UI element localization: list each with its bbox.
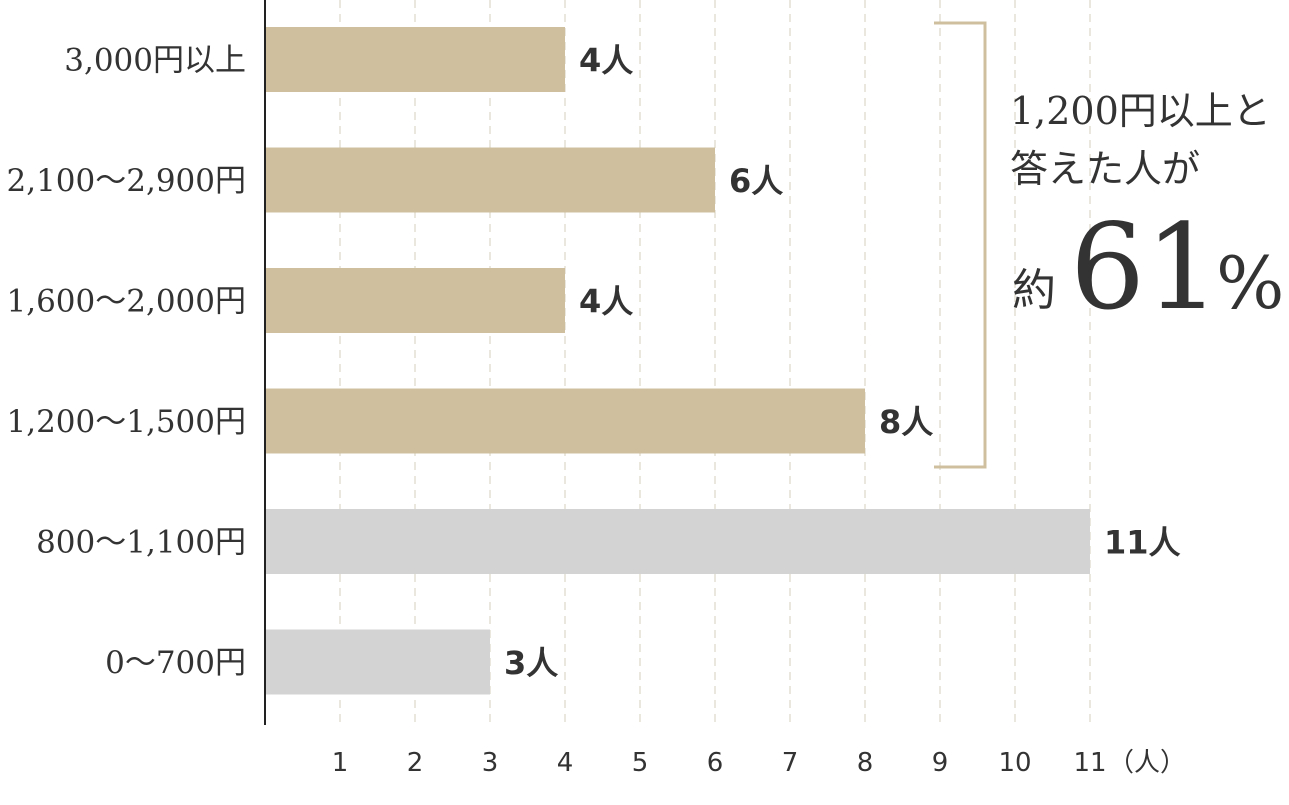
x-tick-label-1: 1 bbox=[332, 748, 349, 778]
bar-3 bbox=[265, 388, 865, 454]
value-label-1: 6人 bbox=[729, 162, 783, 200]
annotation-prefix: 約 bbox=[1012, 265, 1056, 316]
x-tick-label-6: 6 bbox=[707, 748, 724, 778]
category-label-0: 3,000円以上 bbox=[64, 43, 246, 79]
annotation-line2: 答えた人が bbox=[1010, 147, 1200, 191]
x-tick-label-2: 2 bbox=[407, 748, 424, 778]
category-label-1: 2,100〜2,900円 bbox=[7, 163, 247, 199]
bar-4 bbox=[265, 509, 1090, 574]
highlight-bracket bbox=[934, 21, 987, 469]
value-label-4: 11人 bbox=[1104, 524, 1181, 562]
value-label-0: 4人 bbox=[579, 42, 633, 80]
annotation-suffix: % bbox=[1216, 241, 1284, 325]
bar-1 bbox=[265, 147, 715, 213]
value-label-3: 8人 bbox=[879, 403, 933, 441]
value-label-5: 3人 bbox=[504, 644, 558, 682]
x-tick-label-5: 5 bbox=[632, 748, 649, 778]
annotation-line1: 1,200円以上と bbox=[1010, 89, 1271, 133]
x-tick-label-4: 4 bbox=[557, 748, 574, 778]
category-label-2: 1,600〜2,000円 bbox=[7, 284, 247, 320]
x-tick-label-7: 7 bbox=[782, 748, 799, 778]
x-tick-label-10: 10 bbox=[998, 748, 1031, 778]
x-tick-label-3: 3 bbox=[482, 748, 499, 778]
x-tick-label-9: 9 bbox=[932, 748, 949, 778]
category-label-4: 800〜1,100円 bbox=[36, 525, 246, 561]
bar-5 bbox=[265, 629, 490, 695]
x-axis-unit-label: （人） bbox=[1108, 748, 1186, 778]
bar-0 bbox=[265, 27, 565, 92]
annotation-value: 61 bbox=[1070, 198, 1220, 336]
x-tick-label-8: 8 bbox=[857, 748, 874, 778]
bar-2 bbox=[265, 268, 565, 333]
category-label-5: 0〜700円 bbox=[105, 645, 246, 681]
value-label-2: 4人 bbox=[579, 283, 633, 321]
x-tick-label-11: 11 bbox=[1073, 748, 1106, 778]
category-label-3: 1,200〜1,500円 bbox=[7, 404, 247, 440]
